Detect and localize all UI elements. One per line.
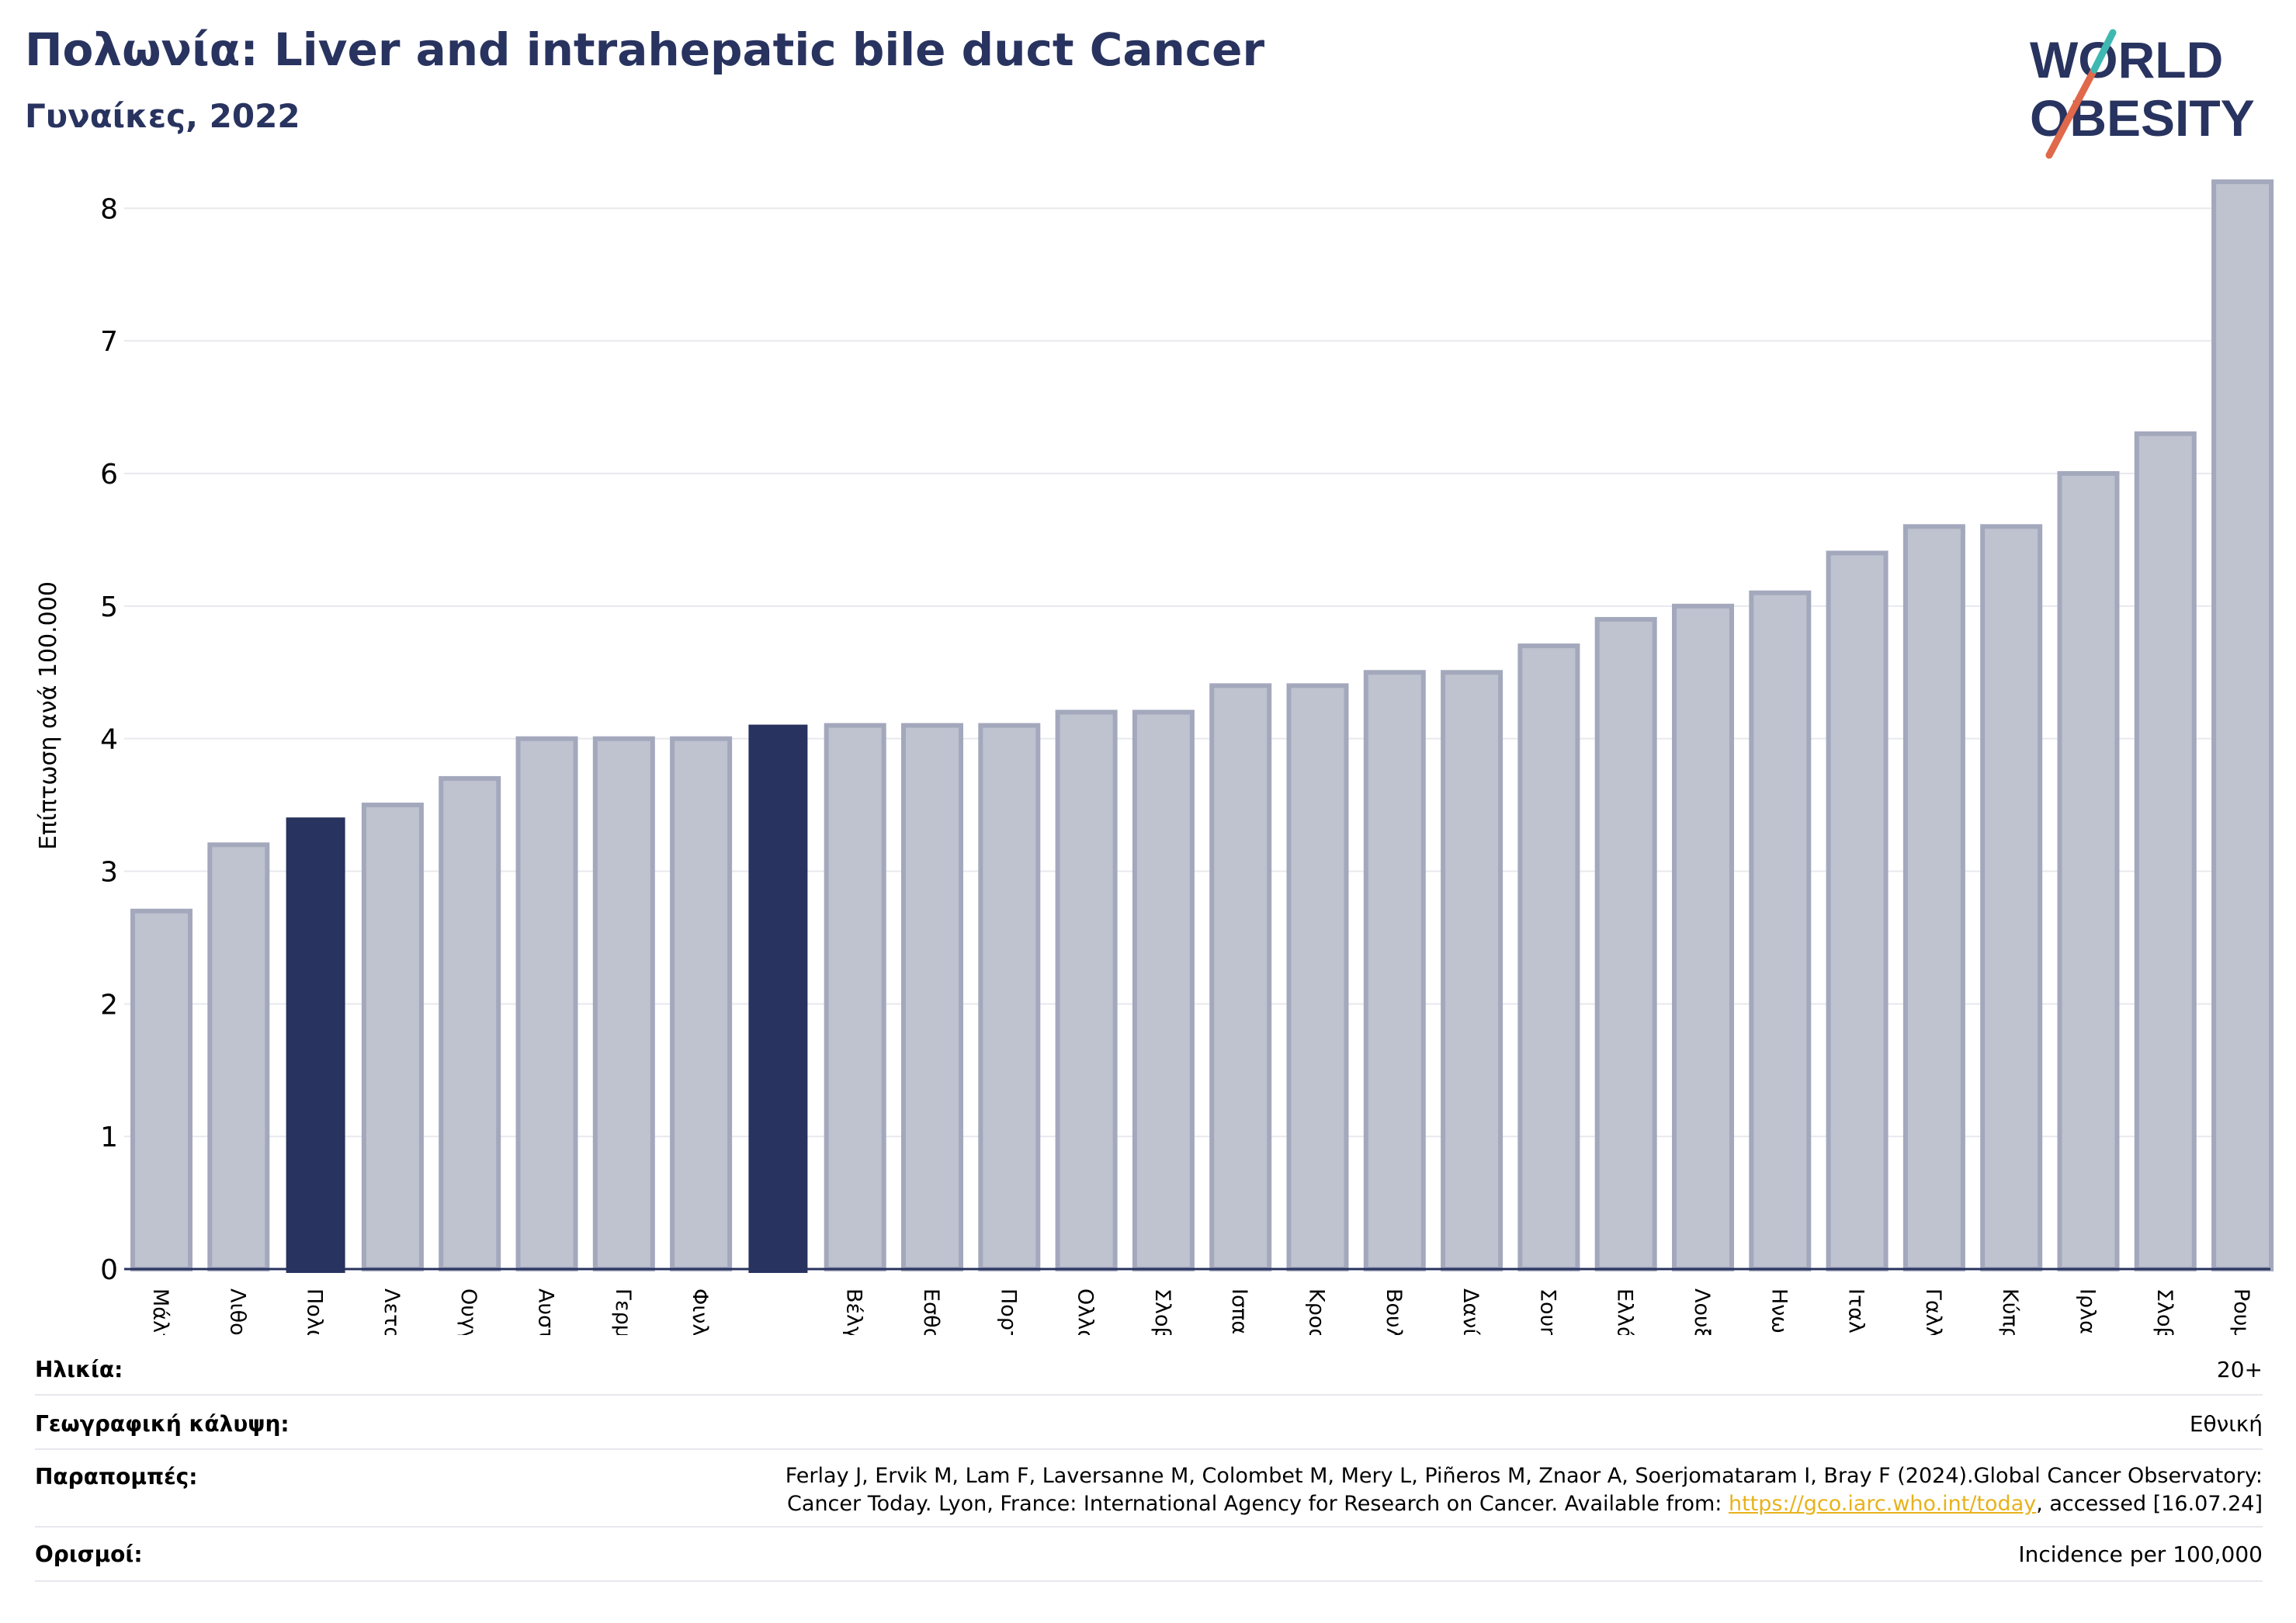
bar	[1363, 670, 1426, 1271]
y-tick-label: 0	[100, 1254, 118, 1286]
bar	[1441, 670, 1503, 1271]
bar	[1826, 550, 1888, 1271]
bar	[2057, 471, 2120, 1271]
bar	[2211, 179, 2274, 1272]
bar	[901, 723, 963, 1271]
x-tick-label: Ουγγαρία	[456, 1288, 480, 1335]
meta-age-row: Ηλικία: 20+	[35, 1351, 2263, 1396]
bar	[207, 842, 270, 1272]
bar	[1286, 683, 1349, 1271]
bar	[592, 736, 655, 1271]
x-tick-label: Σλοβακία	[1150, 1288, 1174, 1335]
x-tick-label: Εσθονία	[919, 1288, 943, 1335]
page-title: Πολωνία: Liver and intrahepatic bile duc…	[25, 23, 1265, 76]
bar	[361, 803, 424, 1272]
x-tick-label: Ελλάδα	[1613, 1288, 1637, 1335]
references-label: Παραπομπές:	[35, 1464, 198, 1489]
meta-references-row: Παραπομπές: Ferlay J, Ervik M, Lam F, La…	[35, 1451, 2263, 1528]
x-tick-label: Σλοβενία	[2152, 1288, 2176, 1335]
x-tick-label: Λιθουανία	[225, 1288, 249, 1335]
meta-definitions-row: Ορισμοί: Incidence per 100,000	[35, 1529, 2263, 1582]
y-tick-label: 6	[100, 459, 118, 491]
world-obesity-logo: WORLD OBESITY	[2030, 29, 2255, 159]
age-label: Ηλικία:	[35, 1357, 123, 1382]
bar	[670, 736, 733, 1271]
references-line2: Cancer Today. Lyon, France: Internationa…	[787, 1492, 2263, 1516]
x-tick-label: Ιρλανδία	[2076, 1288, 2100, 1335]
logo-line1: WORLD	[2030, 31, 2223, 88]
age-value: 20+	[2216, 1357, 2263, 1382]
x-tick-label: Βέλγιο	[842, 1288, 866, 1335]
x-tick-label: Βουλγαρία	[1382, 1288, 1406, 1335]
x-tick-label: Λετονία	[380, 1288, 404, 1335]
x-tick-label: Ολλανδία	[1073, 1288, 1098, 1335]
bar	[978, 723, 1041, 1271]
bar	[1517, 643, 1580, 1271]
bar	[286, 817, 345, 1273]
x-tick-label: Γερμανία	[611, 1288, 635, 1335]
bar	[439, 775, 501, 1271]
y-axis-label: Επίπτωση ανά 100.000	[35, 581, 62, 850]
bar	[1672, 603, 1734, 1271]
references-text: Ferlay J, Ervik M, Lam F, Laversanne M, …	[786, 1462, 2263, 1518]
x-tick-label: Γαλλία	[1921, 1288, 1945, 1335]
coverage-value: Εθνική	[2189, 1411, 2263, 1437]
bar	[1055, 709, 1118, 1271]
y-tick-label: 5	[100, 591, 118, 623]
x-tick-label: Λουξεμβούργο	[1690, 1288, 1714, 1335]
page-subtitle: Γυναίκες, 2022	[25, 97, 300, 135]
bar	[1594, 616, 1657, 1271]
x-tick-label: Φινλανδία	[688, 1288, 712, 1335]
meta-coverage-row: Γεωγραφική κάλυψη: Εθνική	[35, 1397, 2263, 1450]
y-tick-label: 8	[100, 193, 118, 225]
x-tick-label: Αυστρία	[534, 1288, 558, 1335]
bar	[824, 723, 886, 1271]
bar	[748, 724, 808, 1273]
x-tick-label: Ηνωμένο Βασίλειο	[1767, 1288, 1791, 1335]
definitions-value: Incidence per 100,000	[2018, 1542, 2263, 1567]
bar	[515, 736, 578, 1271]
bar	[1980, 524, 2043, 1271]
y-tick-label: 7	[100, 326, 118, 358]
bar	[1132, 709, 1195, 1271]
bar	[1749, 590, 1812, 1271]
bar	[1209, 683, 1272, 1271]
x-tick-label: Μάλτα	[148, 1288, 172, 1335]
y-tick-label: 4	[100, 724, 118, 756]
x-tick-label: Σουηδία	[1535, 1288, 1559, 1335]
y-tick-label: 2	[100, 989, 118, 1021]
y-tick-label: 1	[100, 1122, 118, 1153]
bar	[1902, 524, 1965, 1271]
bar	[2134, 431, 2197, 1271]
x-tick-label: Πολωνία	[303, 1288, 327, 1335]
coverage-label: Γεωγραφική κάλυψη:	[35, 1411, 290, 1437]
x-tick-label: Ισπανία	[1227, 1288, 1251, 1335]
x-tick-label: Πορτογαλία	[996, 1288, 1020, 1335]
y-tick-label: 3	[100, 857, 118, 889]
x-tick-label: Κροατία	[1305, 1288, 1329, 1335]
definitions-label: Ορισμοί:	[35, 1542, 143, 1567]
x-tick-label: Ιταλία	[1844, 1288, 1868, 1335]
bar-chart: 0 1 2 3 4 5 6 7 8 Μάλτα Λιθουανία Πολωνία Λετονία Ου…	[35, 179, 2274, 1335]
x-tick-label: Ρουμανία	[2229, 1288, 2253, 1335]
x-tick-label: Δανία	[1458, 1288, 1483, 1335]
x-tick-label: Κύπρος	[1998, 1288, 2022, 1335]
bar	[130, 908, 192, 1271]
references-link[interactable]: https://gco.iarc.who.int/today	[1728, 1492, 2037, 1516]
references-line1: Ferlay J, Ervik M, Lam F, Laversanne M, …	[785, 1464, 2263, 1488]
